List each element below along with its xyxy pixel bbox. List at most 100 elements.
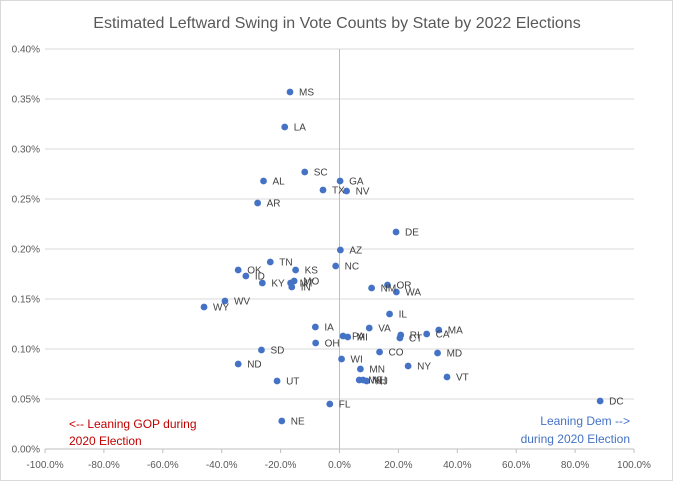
data-point-nc xyxy=(332,262,340,270)
point-label-nd: ND xyxy=(247,360,261,371)
point-label-nm: NM xyxy=(381,284,397,295)
x-tick-label: -60.0% xyxy=(147,460,179,471)
chart-title: Estimated Leftward Swing in Vote Counts … xyxy=(93,15,580,32)
point-label-or: OR xyxy=(397,281,412,292)
data-point-wi xyxy=(338,355,345,363)
point-label-wy: WY xyxy=(213,303,229,314)
data-point-nd xyxy=(234,360,242,368)
y-tick-label: 0.25% xyxy=(12,195,40,206)
point-label-in: IN xyxy=(301,283,311,294)
y-tick-label: 0.30% xyxy=(12,145,40,156)
y-tick-label: 0.40% xyxy=(12,45,40,56)
data-point-nj xyxy=(363,377,370,385)
data-point-ms xyxy=(286,88,294,96)
data-point-tx xyxy=(319,186,327,194)
data-point-in xyxy=(288,283,296,291)
y-tick-label: 0.00% xyxy=(12,445,40,456)
data-point-ar xyxy=(254,199,262,207)
point-label-al: AL xyxy=(273,177,286,188)
data-point-ok xyxy=(234,266,242,274)
point-label-dc: DC xyxy=(609,397,623,408)
point-label-me: ME xyxy=(368,376,383,387)
data-point-id xyxy=(242,272,250,280)
x-tick-label: 60.0% xyxy=(502,460,530,471)
y-tick-label: 0.15% xyxy=(12,295,40,306)
point-label-vt: VT xyxy=(456,373,469,384)
point-label-wi: WI xyxy=(351,355,363,366)
point-label-tx: TX xyxy=(332,186,345,197)
point-label-ut: UT xyxy=(286,377,299,388)
data-point-la xyxy=(281,123,289,131)
data-point-il xyxy=(386,310,393,318)
data-point-md xyxy=(434,349,441,357)
data-point-ks xyxy=(292,266,300,274)
point-label-ms: MS xyxy=(299,88,314,99)
point-label-ky: KY xyxy=(271,279,285,290)
x-tick-labels: -100.0% -80.0% -60.0% -40.0% -20.0% 0.0% 20.0%… xyxy=(26,460,651,471)
data-point-vt xyxy=(443,373,451,381)
y-tick-label: 0.10% xyxy=(12,345,40,356)
point-label-az: AZ xyxy=(349,246,362,257)
data-point-or xyxy=(384,281,391,289)
point-label-ca: CA xyxy=(436,330,450,341)
x-tick-label: 0.0% xyxy=(328,460,351,471)
point-label-md: MD xyxy=(447,349,463,360)
x-tick-label: 80.0% xyxy=(561,460,589,471)
data-point-wa xyxy=(392,288,400,296)
point-label-nv: NV xyxy=(356,187,370,198)
point-labels: MS LA SC GA AL TX NV AR DE AZ TN NC OK KS ID MO KY MT OR IN… xyxy=(213,88,624,428)
data-point-wv xyxy=(221,297,229,305)
data-point-fl xyxy=(326,400,334,408)
point-label-co: CO xyxy=(389,348,404,359)
point-label-ne: NE xyxy=(291,417,305,428)
x-tick-label: -20.0% xyxy=(265,460,297,471)
y-tick-label: 0.05% xyxy=(12,395,40,406)
point-label-fl: FL xyxy=(339,400,351,411)
data-point-mn xyxy=(357,365,364,373)
point-label-mn: MN xyxy=(369,365,385,376)
point-label-id: ID xyxy=(255,272,265,283)
y-tick-label: 0.35% xyxy=(12,95,40,106)
data-point-oh xyxy=(312,339,320,347)
point-label-de: DE xyxy=(405,228,419,239)
annotation-leaning-gop-line1: <-- Leaning GOP during xyxy=(69,417,197,431)
annotation-leaning-gop-line2: 2020 Election xyxy=(69,434,142,448)
x-tick-label: 20.0% xyxy=(384,460,412,471)
point-label-ar: AR xyxy=(267,199,281,210)
point-label-sc: SC xyxy=(314,168,328,179)
annotation-leaning-dem-line1: Leaning Dem --> xyxy=(540,414,630,428)
data-point-az xyxy=(336,246,344,254)
data-points xyxy=(200,88,604,425)
data-point-ky xyxy=(258,279,266,287)
point-label-nc: NC xyxy=(345,262,359,273)
point-label-ks: KS xyxy=(305,266,319,277)
data-point-ut xyxy=(273,377,281,385)
point-label-ri: RI xyxy=(410,331,420,342)
point-label-tn: TN xyxy=(279,258,292,269)
data-point-sc xyxy=(301,168,309,176)
annotation-leaning-dem-line2: during 2020 Election xyxy=(521,432,630,446)
data-point-ne xyxy=(278,417,286,425)
point-label-sd: SD xyxy=(270,346,284,357)
data-point-ct xyxy=(396,334,404,342)
y-tick-labels: 0.00% 0.05% 0.10% 0.15% 0.20% 0.25% 0.30% 0.35%… xyxy=(12,45,40,456)
point-label-ct: CT xyxy=(409,334,422,345)
x-tick-label: -40.0% xyxy=(206,460,238,471)
data-point-mi xyxy=(344,333,352,341)
data-point-dc xyxy=(596,397,604,405)
point-label-ma: MA xyxy=(448,326,463,337)
point-label-wv: WV xyxy=(234,297,250,308)
point-label-oh: OH xyxy=(325,339,340,350)
data-point-ny xyxy=(404,362,412,370)
point-label-ga: GA xyxy=(349,177,364,188)
point-label-la: LA xyxy=(294,123,307,134)
data-point-ma xyxy=(435,326,443,334)
point-label-il: IL xyxy=(399,310,408,321)
x-tick-label: -100.0% xyxy=(26,460,63,471)
point-label-nj: NJ xyxy=(376,377,388,388)
data-point-al xyxy=(260,177,267,185)
data-point-de xyxy=(392,228,400,236)
x-tick-label: -80.0% xyxy=(88,460,120,471)
data-point-ia xyxy=(311,323,319,331)
